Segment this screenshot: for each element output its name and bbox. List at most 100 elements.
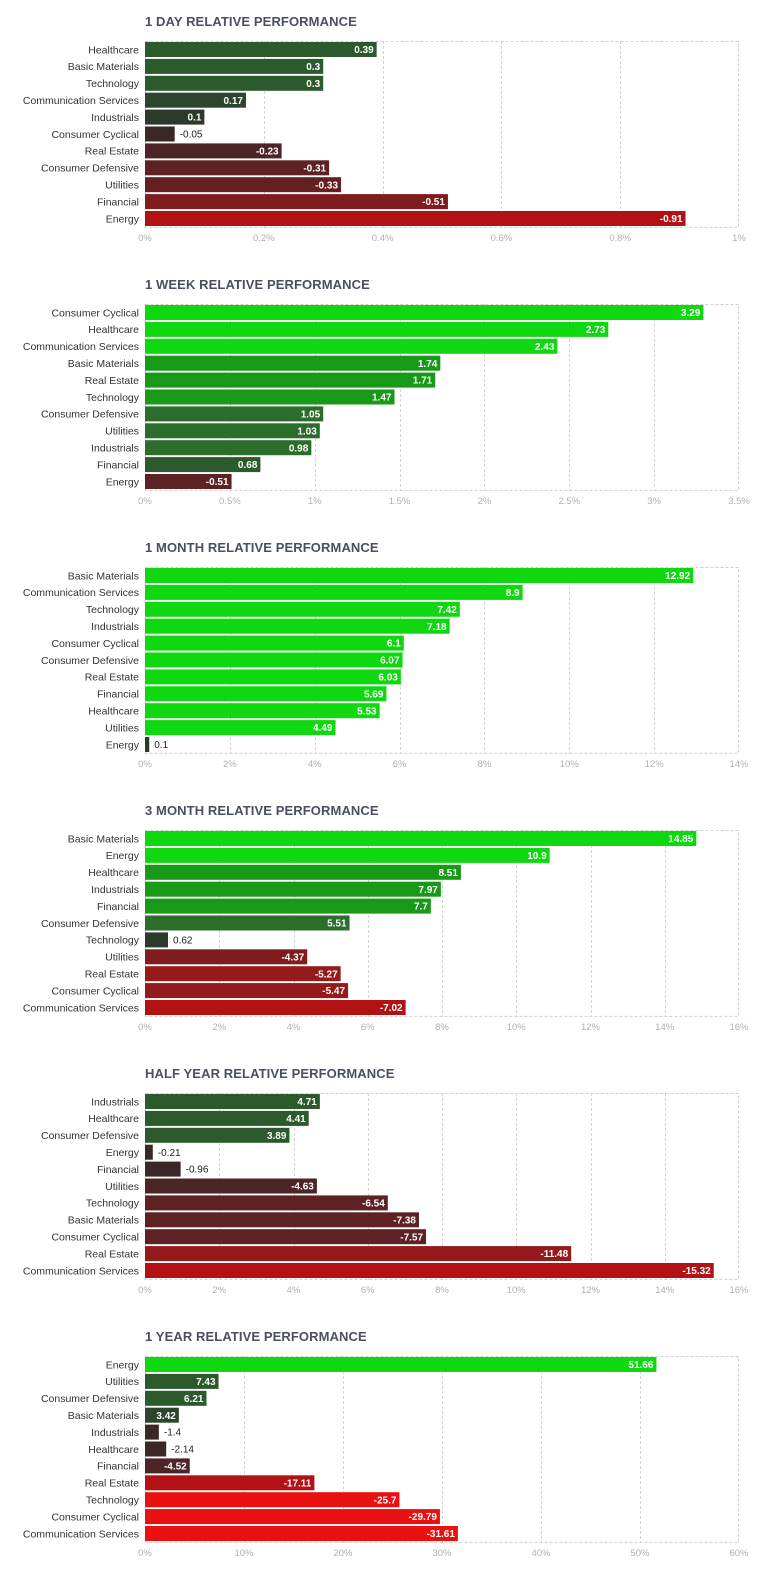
bar (145, 652, 403, 668)
bar (145, 1110, 309, 1126)
bar (145, 1229, 427, 1245)
x-tick-label: 0.4% (372, 233, 394, 244)
value-label: 7.42 (437, 605, 457, 616)
category-label: Consumer Cyclical (51, 1232, 139, 1244)
x-tick-label: 6% (361, 1285, 375, 1296)
bar (145, 703, 380, 719)
category-label: Utilities (105, 722, 139, 734)
category-label: Industrials (91, 112, 139, 124)
category-label: Communication Services (23, 341, 139, 353)
value-label: 5.53 (357, 706, 377, 717)
category-label: Utilities (105, 180, 139, 192)
category-label: Healthcare (88, 1113, 139, 1125)
bar (145, 932, 169, 948)
bar (145, 143, 282, 159)
value-label: 10.9 (527, 851, 547, 862)
x-tick-label: 8% (435, 1022, 449, 1033)
bar (145, 1373, 219, 1389)
category-label: Basic Materials (68, 358, 139, 370)
x-tick-label: 8% (478, 759, 492, 770)
category-label: Energy (106, 1359, 140, 1371)
bar (145, 389, 395, 405)
category-label: Financial (97, 1461, 139, 1473)
category-label: Healthcare (88, 706, 139, 718)
bar (145, 1526, 458, 1541)
x-tick-label: 6% (361, 1022, 375, 1033)
bar (145, 406, 324, 422)
chart-title: 1 DAY RELATIVE PERFORMANCE (145, 14, 357, 29)
x-tick-label: 0% (138, 496, 152, 507)
value-label: -7.02 (380, 1003, 403, 1014)
x-tick-label: 2% (212, 1022, 226, 1033)
bar (145, 898, 431, 914)
bar (145, 686, 387, 702)
value-label: -0.91 (660, 214, 683, 225)
value-label: -0.33 (315, 180, 338, 191)
category-label: Consumer Defensive (41, 918, 139, 930)
x-tick-label: 0% (138, 1548, 152, 1559)
value-label: 0.39 (354, 45, 374, 56)
bar (145, 669, 401, 685)
x-tick-label: 20% (333, 1548, 353, 1559)
bar (145, 160, 330, 176)
value-label: 7.97 (418, 885, 438, 896)
value-label: 0.98 (289, 443, 309, 454)
value-label: 3.89 (267, 1131, 287, 1142)
value-label: 1.71 (413, 376, 433, 387)
x-tick-label: 16% (729, 1022, 749, 1033)
value-label: 6.21 (184, 1394, 204, 1405)
bar (145, 305, 704, 320)
category-label: Financial (97, 901, 139, 913)
value-label: -15.32 (682, 1266, 711, 1277)
bar (145, 1509, 440, 1525)
value-label: -0.31 (303, 163, 326, 174)
bar (145, 1475, 315, 1491)
bar (145, 75, 324, 91)
bar (145, 983, 349, 999)
value-label: 1.74 (418, 359, 438, 370)
x-tick-label: 0.2% (253, 233, 275, 244)
bar (145, 194, 448, 210)
bar (145, 355, 441, 371)
bar (145, 338, 558, 354)
value-label: -17.11 (284, 1478, 312, 1489)
bar (145, 1195, 388, 1211)
category-label: Consumer Defensive (41, 163, 139, 175)
chart-1-year-svg: 0% 10% 20% 30% 40% 50% 60% Energy 51.66 Utilities… (23, 1356, 749, 1559)
category-label: Technology (86, 392, 140, 404)
category-label: Real Estate (85, 1478, 139, 1490)
chart-1-day: 1 DAY RELATIVE PERFORMANCE 0% 0.2% 0.4% 0.6… (0, 0, 777, 263)
category-label: Consumer Cyclical (51, 1511, 139, 1523)
category-label: Communication Services (23, 1002, 139, 1014)
category-label: Basic Materials (68, 570, 139, 582)
category-label: Consumer Defensive (41, 1130, 139, 1142)
x-tick-label: 10% (560, 759, 580, 770)
value-label: -11.48 (540, 1249, 568, 1260)
value-label: 0.17 (224, 96, 244, 107)
category-label: Communication Services (23, 587, 139, 599)
category-label: Energy (106, 476, 140, 488)
category-label: Industrials (91, 1427, 139, 1439)
bar (145, 881, 441, 897)
x-tick-label: 8% (435, 1285, 449, 1296)
bar (145, 1144, 153, 1160)
category-label: Basic Materials (68, 1410, 139, 1422)
bar (145, 423, 320, 439)
category-label: Technology (86, 935, 140, 947)
value-label: -4.63 (291, 1182, 314, 1193)
category-label: Energy (106, 850, 140, 862)
chart-1-month-svg: 0% 2% 4% 6% 8% 10% 12% 14% Basic Materials 12.92 C… (23, 567, 749, 770)
value-label: -7.57 (400, 1232, 423, 1243)
category-label: Industrials (91, 443, 139, 455)
bar (145, 1458, 190, 1474)
chart-half-year-svg: 0% 2% 4% 6% 8% 10% 12% 14% 16% Industrials 4.71 Hea… (23, 1093, 749, 1296)
category-label: Consumer Defensive (41, 655, 139, 667)
value-label: 8.9 (506, 588, 520, 599)
x-tick-label: 10% (234, 1548, 254, 1559)
x-tick-label: 1.5% (389, 496, 411, 507)
bar (145, 1441, 167, 1457)
category-label: Consumer Defensive (41, 1393, 139, 1405)
x-tick-label: 4% (287, 1285, 301, 1296)
bar (145, 1178, 317, 1194)
x-tick-label: 14% (655, 1285, 675, 1296)
